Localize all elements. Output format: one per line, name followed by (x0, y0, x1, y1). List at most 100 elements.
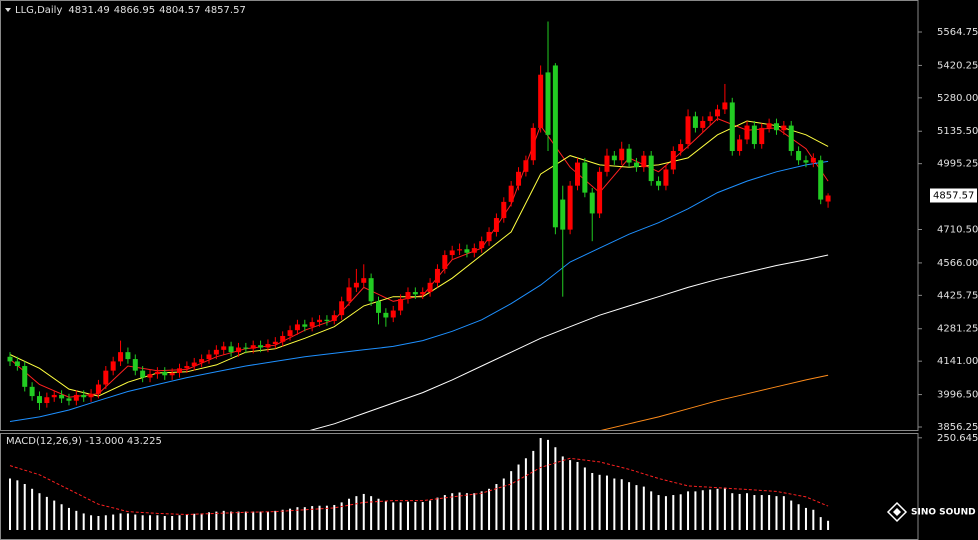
macd-bar (399, 502, 402, 530)
candle-body (36, 396, 42, 404)
candle-body (287, 330, 293, 336)
candle-body (317, 319, 323, 323)
macd-bar (731, 493, 734, 530)
macd-bar (790, 500, 793, 530)
candle-body (582, 162, 588, 193)
macd-bar (451, 493, 454, 530)
macd-bar (628, 482, 631, 530)
macd-bar (193, 513, 196, 530)
candle-body (434, 268, 440, 283)
candle-body (420, 292, 426, 295)
macd-bar (465, 493, 468, 530)
macd-plot (9, 438, 830, 530)
macd-bar (664, 496, 667, 530)
macd-bar (377, 498, 380, 530)
macd-bar (576, 461, 579, 530)
macd-bar (723, 487, 726, 530)
macd-bar (237, 511, 240, 530)
logo-icon (893, 508, 901, 516)
candle-body (552, 65, 558, 228)
macd-bar (458, 492, 461, 530)
y-tick-label: 3996.50 (937, 390, 978, 401)
candle-body (449, 250, 455, 256)
candle-body (383, 312, 389, 318)
macd-bar (149, 515, 152, 530)
macd-bar (598, 474, 601, 530)
candle-body (184, 366, 190, 369)
macd-bar (827, 520, 830, 530)
candle-body (368, 278, 374, 302)
macd-bar (318, 505, 321, 530)
macd-bar (141, 515, 144, 530)
candle-body (302, 324, 308, 327)
candle-body (781, 125, 787, 131)
macd-bar (517, 464, 520, 530)
candle-body (803, 160, 809, 163)
macd-bar (716, 488, 719, 530)
macd-bar (252, 511, 255, 530)
macd-bar (429, 500, 432, 530)
candle-body (199, 359, 205, 363)
candle-body (95, 384, 101, 394)
candle-body (796, 151, 802, 161)
candle-body (191, 362, 197, 367)
candle-body (14, 361, 20, 367)
macd-bar (760, 495, 763, 530)
candle-body (206, 354, 212, 360)
y-tick-label: 5135.50 (937, 126, 978, 137)
chart-title: LLG,Daily 4831.49 4866.95 4804.57 4857.57 (15, 5, 246, 16)
candle-body (66, 398, 72, 401)
candle-body (22, 366, 28, 387)
candle-body (265, 344, 271, 348)
candle-body (280, 335, 286, 342)
candle-body (213, 349, 219, 355)
y-tick-label: 3856.25 (937, 422, 978, 433)
macd-bar (524, 458, 527, 530)
y-tick-label: 4995.25 (937, 159, 978, 170)
price-tag (930, 188, 977, 203)
y-tick-label: 5420.25 (937, 60, 978, 71)
macd-bar (547, 439, 550, 530)
candle-body (751, 125, 757, 145)
macd-bar (325, 505, 328, 530)
y-tick-label: 4141.00 (937, 356, 978, 367)
candle-body (7, 356, 13, 362)
macd-bar (701, 490, 704, 530)
price-tag-label: 4857.57 (933, 190, 974, 201)
macd-bar (119, 513, 122, 530)
macd-bar (746, 493, 748, 530)
line (9, 160, 829, 422)
macd-bar (488, 488, 491, 530)
candle-body (501, 201, 507, 219)
candle-body (648, 155, 654, 182)
line (600, 374, 829, 430)
axes: 5564.75 5420.25 5280.00 5135.50 4995.25 4710.… (918, 27, 978, 444)
candle-body (773, 123, 779, 131)
macd-bar (657, 495, 660, 530)
macd-bar (9, 478, 11, 530)
macd-bar (709, 489, 712, 530)
macd-bar (289, 508, 292, 530)
macd-bar (230, 511, 233, 530)
macd-bar (738, 493, 741, 530)
candle-body (523, 160, 529, 172)
macd-bar (620, 479, 623, 530)
macd-bar (768, 495, 771, 530)
candle-body (633, 162, 639, 168)
macd-bar (642, 486, 645, 530)
macd-bar (112, 514, 115, 530)
macd-bar (67, 507, 70, 530)
candle-body (574, 162, 580, 186)
macd-bar (355, 496, 358, 530)
macd-bar (45, 496, 48, 530)
macd-bar (539, 438, 542, 530)
candle-body (678, 144, 684, 152)
candle-body (692, 116, 698, 128)
macd-bar (53, 500, 56, 530)
macd-bar (753, 495, 756, 530)
candle-body (707, 116, 713, 121)
macd-bar (650, 491, 653, 530)
candle-body (715, 109, 721, 117)
macd-bar (782, 496, 785, 530)
